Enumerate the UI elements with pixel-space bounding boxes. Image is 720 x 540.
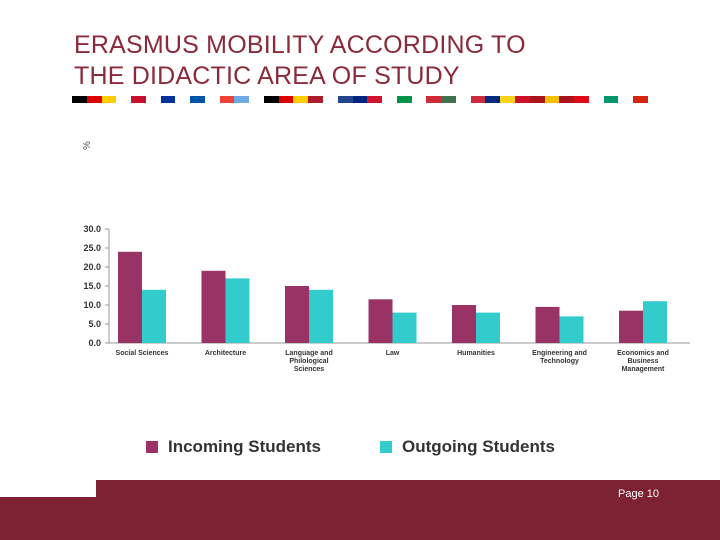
flag-stripe bbox=[293, 96, 309, 103]
flag-stripe bbox=[529, 96, 545, 103]
flag-stripe bbox=[411, 96, 427, 103]
flag-stripe bbox=[234, 96, 250, 103]
flag-stripe bbox=[160, 96, 176, 103]
y-tick-label: 5.0 bbox=[88, 319, 101, 329]
bar-outgoing bbox=[476, 312, 500, 343]
footer-notch bbox=[0, 480, 96, 497]
flag-stripe bbox=[72, 96, 87, 103]
bar-incoming bbox=[535, 306, 560, 343]
bar-outgoing bbox=[309, 289, 333, 343]
bar-outgoing bbox=[142, 289, 166, 343]
legend-outgoing: Outgoing Students bbox=[380, 437, 555, 457]
legend-incoming: Incoming Students bbox=[146, 437, 321, 457]
y-tick-label: 25.0 bbox=[83, 243, 101, 253]
bar-incoming bbox=[285, 286, 309, 343]
slide-title-line-1: ERASMUS MOBILITY ACCORDING TO bbox=[74, 31, 526, 59]
page-number: Page 10 bbox=[618, 488, 659, 500]
legend-swatch-incoming bbox=[146, 441, 158, 453]
flag-stripe bbox=[352, 96, 368, 103]
flag-stripe bbox=[426, 96, 442, 103]
y-tick-label: 10.0 bbox=[83, 300, 101, 310]
flag-stripe bbox=[633, 96, 648, 103]
bar-outgoing bbox=[559, 316, 584, 343]
x-tick-label: Philological bbox=[289, 358, 328, 365]
flag-stripe bbox=[249, 96, 264, 103]
flag-stripe bbox=[86, 96, 102, 103]
flag-stripe bbox=[190, 96, 205, 103]
flag-stripe bbox=[367, 96, 383, 103]
x-tick-label: Architecture bbox=[205, 350, 246, 357]
flag-stripe bbox=[455, 96, 471, 103]
x-tick-label: Engineering and bbox=[532, 350, 587, 357]
flag-stripe bbox=[278, 96, 294, 103]
flag-stripe bbox=[308, 96, 324, 103]
slide-title-line-2: THE DIDACTIC AREA OF STUDY bbox=[74, 62, 460, 90]
bar-incoming bbox=[118, 251, 142, 343]
x-tick-label: Management bbox=[622, 366, 665, 373]
flag-stripe bbox=[500, 96, 515, 103]
y-tick-label: 20.0 bbox=[83, 262, 101, 272]
flag-stripe bbox=[485, 96, 501, 103]
bar-incoming bbox=[201, 270, 226, 343]
x-tick-label: Technology bbox=[540, 358, 579, 365]
flag-stripe bbox=[574, 96, 589, 103]
y-tick-label: 30.0 bbox=[83, 224, 101, 234]
flag-stripe bbox=[204, 96, 220, 103]
x-tick-label: Sciences bbox=[294, 366, 324, 373]
flag-stripe bbox=[588, 96, 604, 103]
eu-flags-strip bbox=[72, 96, 648, 103]
flag-stripe bbox=[323, 96, 338, 103]
bar-incoming bbox=[368, 299, 393, 343]
flag-stripe bbox=[559, 96, 575, 103]
x-tick-label: Law bbox=[386, 350, 400, 357]
flag-stripe bbox=[544, 96, 560, 103]
x-tick-label: Business bbox=[627, 358, 658, 365]
bar-outgoing bbox=[225, 278, 250, 343]
legend-label-outgoing: Outgoing Students bbox=[402, 437, 555, 456]
legend-swatch-outgoing bbox=[380, 441, 392, 453]
flag-stripe bbox=[219, 96, 235, 103]
flag-stripe bbox=[441, 96, 456, 103]
y-tick-label: 0.0 bbox=[88, 338, 101, 348]
flag-stripe bbox=[116, 96, 132, 103]
legend-label-incoming: Incoming Students bbox=[168, 437, 321, 456]
x-tick-label: Social Sciences bbox=[116, 350, 169, 357]
flag-stripe bbox=[618, 96, 634, 103]
y-tick-label: 15.0 bbox=[83, 281, 101, 291]
flag-stripe bbox=[131, 96, 146, 103]
flag-stripe bbox=[175, 96, 191, 103]
x-tick-label: Language and bbox=[285, 350, 332, 357]
bar-outgoing bbox=[392, 312, 417, 343]
flag-stripe bbox=[101, 96, 117, 103]
footer-bar bbox=[0, 480, 720, 540]
flag-stripe bbox=[263, 96, 279, 103]
bar-incoming bbox=[619, 310, 643, 343]
flag-stripe bbox=[382, 96, 397, 103]
bar-outgoing bbox=[643, 301, 667, 343]
slide-title: ERASMUS MOBILITY ACCORDING TO THE DIDACT… bbox=[74, 30, 526, 92]
flag-stripe bbox=[396, 96, 412, 103]
flag-stripe bbox=[514, 96, 530, 103]
x-tick-label: Humanities bbox=[457, 350, 495, 357]
bar-chart: 0.0 5.0 10.0 15.0 20.0 25.0 30.0 Social Science… bbox=[83, 224, 690, 373]
flag-stripe bbox=[145, 96, 161, 103]
flag-stripe bbox=[337, 96, 353, 103]
x-tick-label: Economics and bbox=[617, 350, 669, 357]
bar-incoming bbox=[452, 305, 476, 343]
flag-stripe bbox=[470, 96, 486, 103]
flag-stripe bbox=[603, 96, 619, 103]
